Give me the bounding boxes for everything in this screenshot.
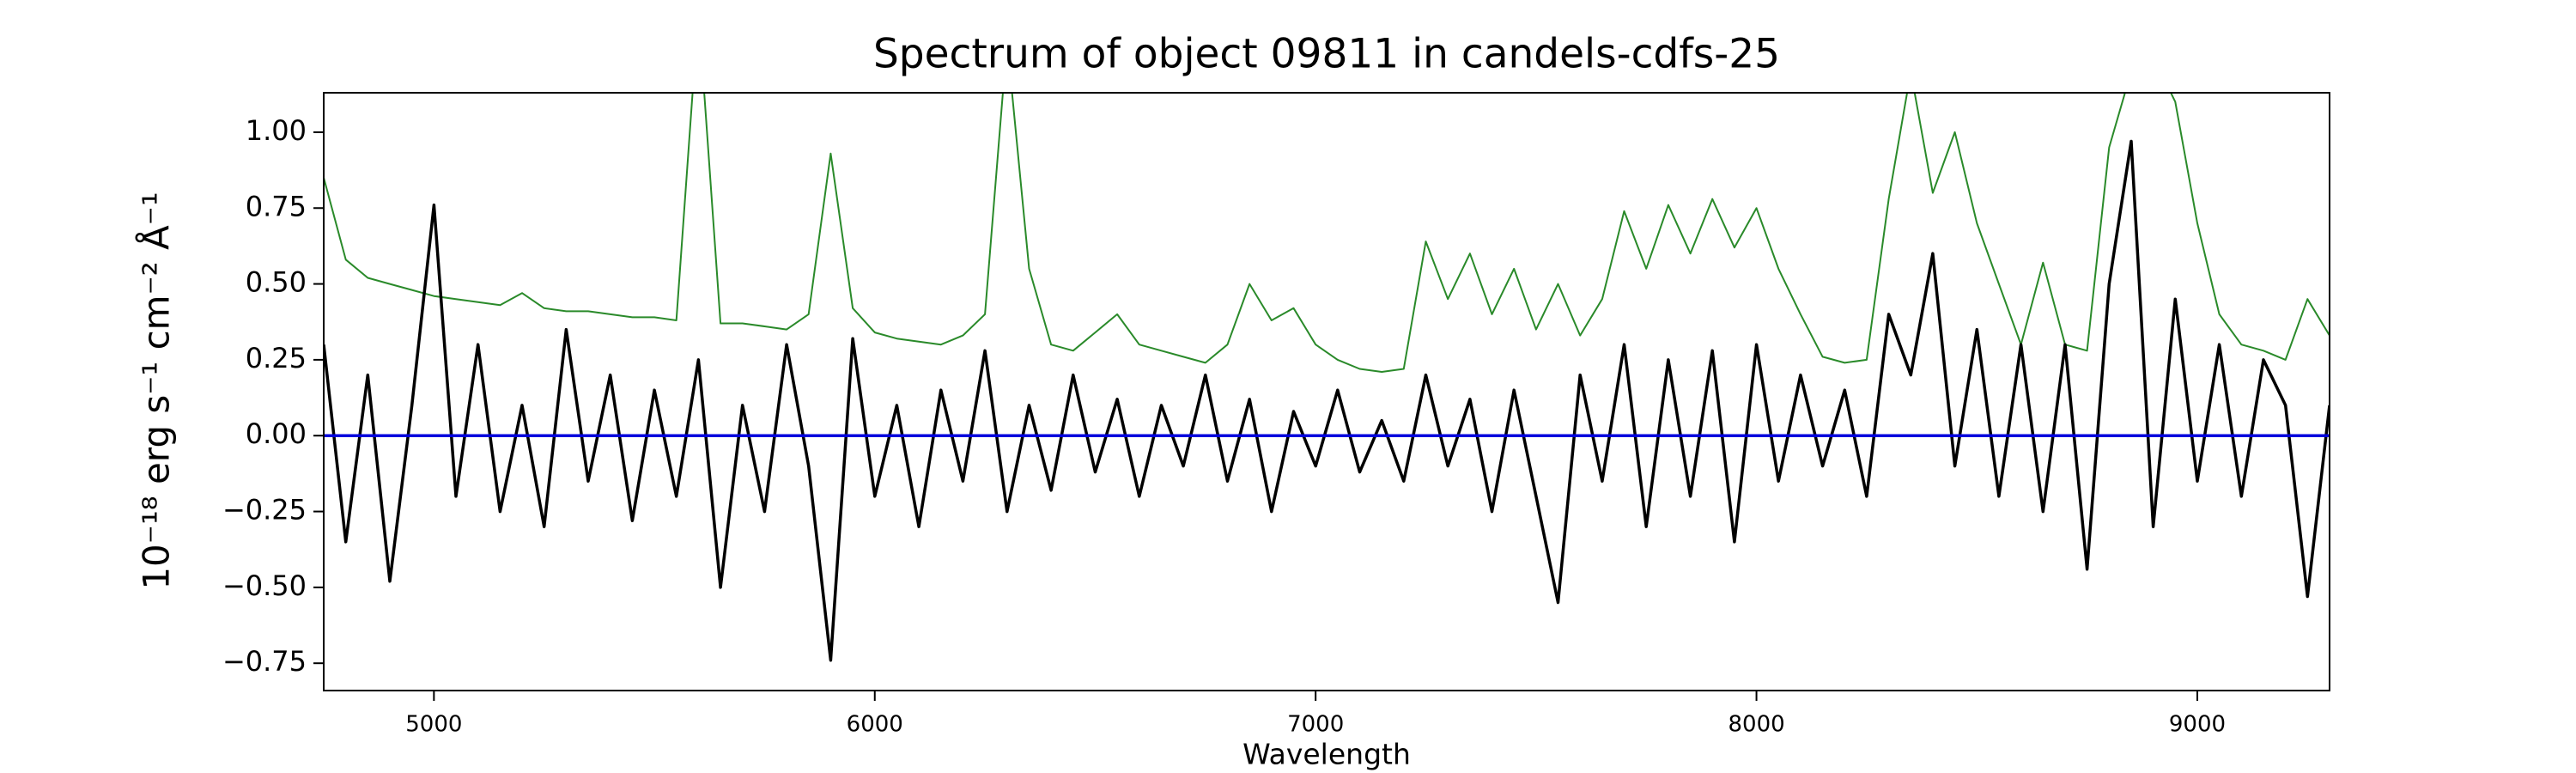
y-tick-label: −0.75 [222, 645, 307, 678]
y-tick-label: 0.25 [246, 342, 307, 374]
x-tick-label: 5000 [405, 712, 462, 738]
x-axis-label: Wavelength [1242, 738, 1411, 771]
plot-lines [324, 93, 2330, 662]
y-tick-label: 0.75 [246, 190, 307, 222]
y-tick-label: 1.00 [246, 114, 307, 147]
series-line [324, 139, 2330, 662]
y-tick-label: −0.25 [222, 494, 307, 526]
y-tick-label: 0.50 [246, 266, 307, 299]
x-tick-label: 6000 [847, 712, 903, 738]
x-tick-label: 7000 [1287, 712, 1344, 738]
y-tick-label: −0.50 [222, 569, 307, 602]
plot-frame [323, 92, 2330, 691]
y-axis-label: 10⁻¹⁸ erg s⁻¹ cm⁻² Å⁻¹ [135, 192, 178, 589]
series-line [324, 93, 2330, 373]
y-tick-label: 0.00 [246, 417, 307, 450]
chart-title: Spectrum of object 09811 in candels-cdfs… [873, 31, 1780, 78]
x-tick-label: 9000 [2169, 712, 2226, 738]
x-tick-label: 8000 [1728, 712, 1784, 738]
